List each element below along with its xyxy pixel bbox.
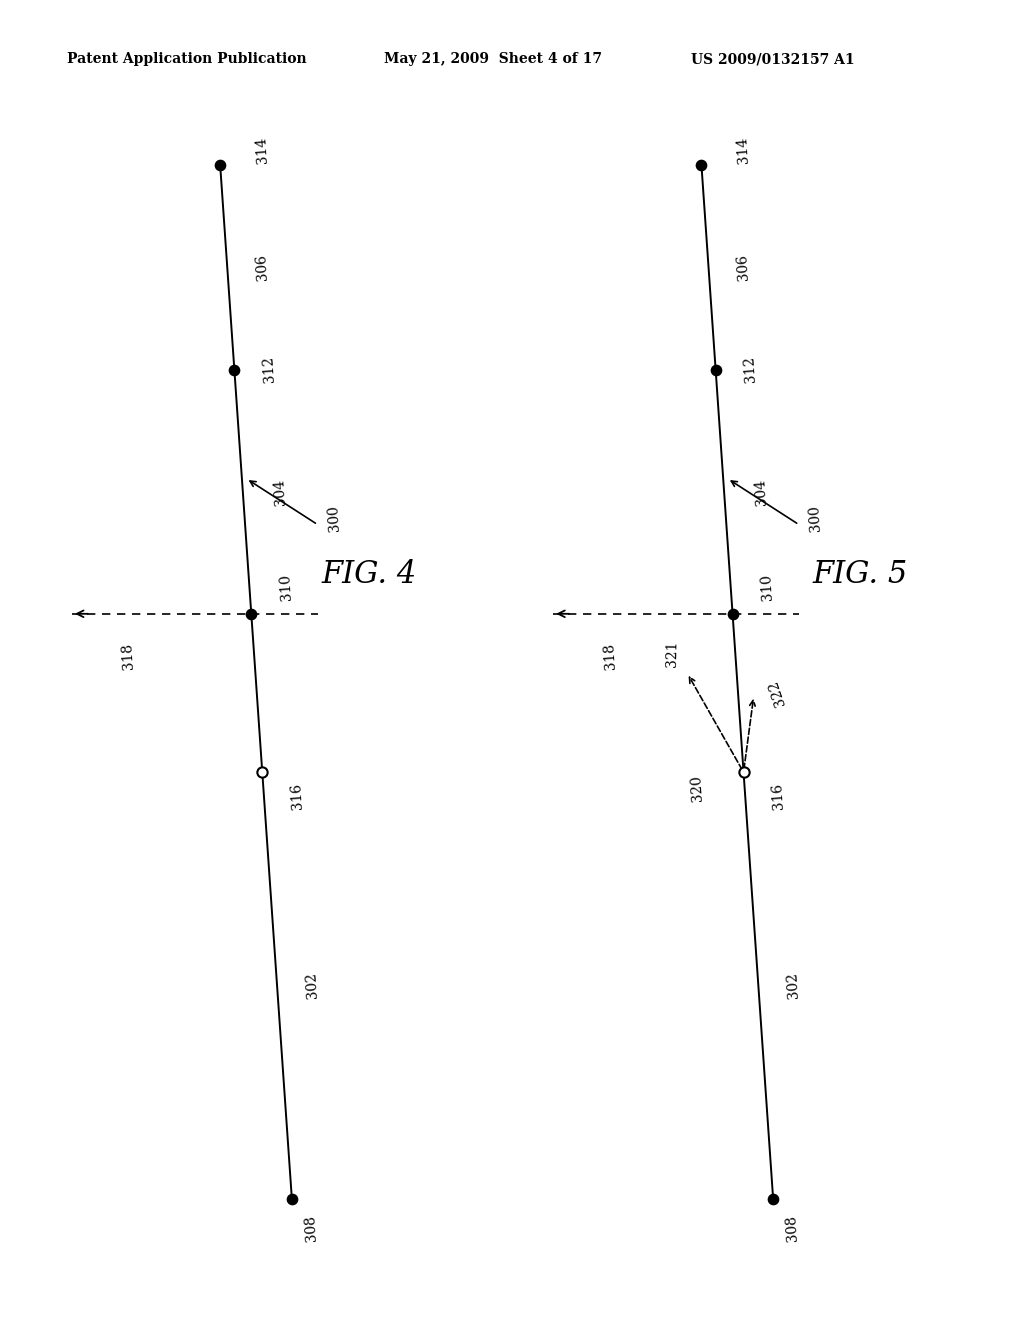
- Text: 314: 314: [735, 137, 751, 164]
- Text: FIG. 5: FIG. 5: [812, 558, 908, 590]
- Text: FIG. 4: FIG. 4: [321, 558, 417, 590]
- Text: US 2009/0132157 A1: US 2009/0132157 A1: [691, 53, 855, 66]
- Text: 300: 300: [807, 504, 823, 532]
- Text: 312: 312: [261, 356, 278, 383]
- Text: 306: 306: [735, 253, 752, 281]
- Text: 321: 321: [665, 640, 679, 667]
- Text: 308: 308: [784, 1214, 800, 1242]
- Text: 308: 308: [303, 1214, 318, 1242]
- Point: [693, 154, 710, 176]
- Point: [284, 1188, 300, 1209]
- Text: 318: 318: [602, 643, 617, 671]
- Text: May 21, 2009  Sheet 4 of 17: May 21, 2009 Sheet 4 of 17: [384, 53, 602, 66]
- Text: 316: 316: [771, 783, 786, 810]
- Text: 306: 306: [254, 253, 270, 281]
- Point: [708, 359, 724, 380]
- Point: [254, 762, 270, 783]
- Text: 304: 304: [272, 478, 288, 506]
- Text: 310: 310: [760, 573, 775, 601]
- Text: 312: 312: [742, 356, 759, 383]
- Point: [226, 359, 243, 380]
- Text: 318: 318: [121, 643, 136, 671]
- Text: 310: 310: [279, 573, 294, 601]
- Point: [212, 154, 228, 176]
- Point: [243, 603, 259, 624]
- Text: 302: 302: [304, 972, 319, 999]
- Text: 314: 314: [254, 137, 269, 164]
- Point: [735, 762, 752, 783]
- Point: [765, 1188, 781, 1209]
- Point: [724, 603, 740, 624]
- Text: 302: 302: [785, 972, 801, 999]
- Text: 304: 304: [754, 478, 769, 506]
- Text: 316: 316: [290, 783, 305, 810]
- Text: 322: 322: [766, 678, 787, 708]
- Text: Patent Application Publication: Patent Application Publication: [67, 53, 306, 66]
- Text: 300: 300: [326, 504, 342, 532]
- Text: 320: 320: [689, 775, 705, 801]
